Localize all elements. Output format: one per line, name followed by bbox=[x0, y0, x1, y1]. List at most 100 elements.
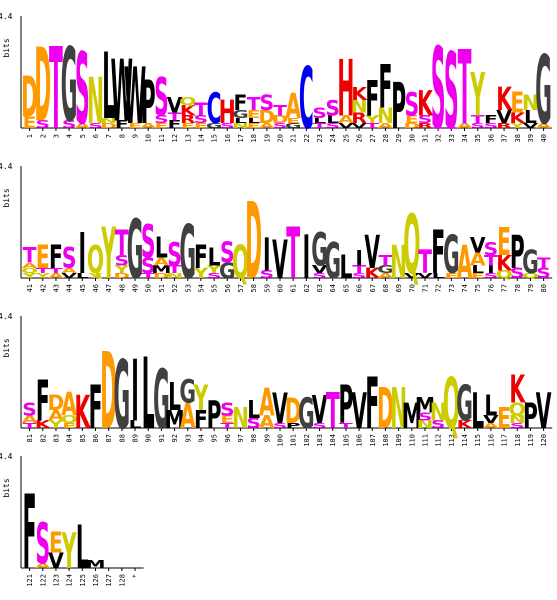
logo-letter-9-E: E bbox=[128, 122, 142, 130]
logo-letter-34-A: A bbox=[457, 122, 473, 130]
logo-letter-101-D: D bbox=[285, 390, 302, 432]
logo-letter-50-T: T bbox=[141, 272, 156, 280]
position-label-29: 29 bbox=[395, 134, 403, 142]
logo-letter-86-F: F bbox=[89, 373, 103, 443]
logo-letter-13-K: K bbox=[180, 103, 197, 119]
logo-letter-33-S: S bbox=[444, 31, 459, 153]
logo-letter-48-T: T bbox=[115, 222, 129, 264]
logo-letter-23-S: S bbox=[312, 106, 327, 122]
logo-letter-44-S: S bbox=[62, 241, 77, 274]
position-label-2: 2 bbox=[39, 134, 47, 138]
logo-letter-13-E: E bbox=[181, 122, 195, 130]
logo-letter-37-V: V bbox=[496, 107, 512, 127]
logo-letter-44-A: A bbox=[61, 266, 77, 274]
logo-letter-54-F: F bbox=[194, 239, 208, 276]
logo-letter-76-I: I bbox=[487, 263, 495, 275]
position-label-128: 128 bbox=[118, 574, 126, 587]
logo-letter-51-A: A bbox=[154, 255, 170, 267]
logo-letter-121-F: F bbox=[23, 475, 37, 593]
logo-letter-20-T: T bbox=[273, 103, 287, 119]
position-label-13: 13 bbox=[184, 134, 192, 142]
position-label-108: 108 bbox=[382, 434, 390, 447]
logo-letter-96-S: S bbox=[220, 400, 235, 420]
position-label-114: 114 bbox=[461, 434, 469, 447]
logo-letter-119-P: P bbox=[523, 395, 538, 437]
logo-letter-59-I: I bbox=[263, 229, 271, 282]
logo-letter-79-Q: Q bbox=[522, 272, 539, 280]
position-label-120: 120 bbox=[540, 434, 548, 447]
logo-letter-42-T: T bbox=[36, 266, 51, 274]
position-label-96: 96 bbox=[224, 434, 232, 442]
y-axis-label: bits bbox=[2, 38, 11, 57]
logo-letter-4-S: S bbox=[62, 118, 77, 130]
logo-letter-101-P: P bbox=[286, 422, 301, 430]
logo-letter-118-S: S bbox=[510, 422, 525, 430]
position-label-28: 28 bbox=[382, 134, 390, 142]
logo-letter-24-S: S bbox=[325, 122, 340, 130]
logo-letter-38-Y: Y bbox=[509, 122, 526, 130]
logo-letter-123-E: E bbox=[49, 526, 63, 559]
logo-letter-96-T: T bbox=[220, 422, 235, 430]
logo-letter-84-A: A bbox=[61, 387, 77, 424]
logo-letter-31-R: R bbox=[417, 122, 433, 130]
logo-letter-51-L: L bbox=[155, 231, 168, 264]
position-label-43: 43 bbox=[52, 284, 60, 292]
position-label-46: 46 bbox=[92, 284, 100, 292]
position-label-31: 31 bbox=[421, 134, 429, 142]
position-label-42: 42 bbox=[39, 284, 47, 292]
logo-letter-77-Q: Q bbox=[495, 268, 512, 280]
position-label-15: 15 bbox=[211, 134, 219, 142]
position-label-92: 92 bbox=[171, 434, 179, 442]
position-label-5: 5 bbox=[79, 134, 87, 138]
logo-letter-75-V: V bbox=[470, 233, 486, 257]
logo-letter-39-L: L bbox=[524, 107, 537, 127]
position-label-84: 84 bbox=[66, 434, 74, 442]
logo-letter-114-K: K bbox=[457, 418, 473, 430]
logo-letter-13-R: R bbox=[180, 113, 196, 125]
position-label-68: 68 bbox=[382, 284, 390, 292]
logo-letter-63-G: G bbox=[311, 224, 328, 277]
logo-letter-46-Y: Y bbox=[87, 272, 104, 280]
logo-letter-67-V: V bbox=[364, 226, 380, 279]
logo-letter-14-E: E bbox=[194, 122, 208, 130]
position-label-66: 66 bbox=[356, 284, 364, 292]
logo-letter-56-G: G bbox=[219, 259, 236, 283]
logo-letter-89-I: I bbox=[131, 343, 139, 441]
position-label-100: 100 bbox=[277, 434, 285, 447]
logo-letter-107-F: F bbox=[365, 364, 379, 446]
position-label-109: 109 bbox=[395, 434, 403, 447]
logo-letter-43-T: T bbox=[49, 266, 64, 274]
logo-letter-50-S: S bbox=[141, 254, 156, 278]
logo-letter-61-T: T bbox=[286, 214, 300, 296]
logo-letter-87-D: D bbox=[100, 331, 117, 453]
logo-letter-23-L: L bbox=[313, 116, 326, 124]
logo-letter-5-S: S bbox=[75, 31, 90, 146]
position-label-19: 19 bbox=[263, 134, 271, 142]
logo-letter-18-T: T bbox=[247, 94, 261, 114]
logo-letter-35-T: T bbox=[471, 113, 485, 125]
position-label-27: 27 bbox=[369, 134, 377, 142]
logo-letter-3-T: T bbox=[49, 25, 63, 156]
logo-letter-82-K: K bbox=[35, 418, 51, 430]
logo-letter-111-S: S bbox=[418, 411, 433, 423]
logo-letter-19-D: D bbox=[258, 107, 275, 127]
position-label-112: 112 bbox=[435, 434, 443, 447]
position-label-123: 123 bbox=[52, 574, 60, 587]
logo-letter-17-F: F bbox=[234, 91, 248, 115]
logo-letter-75-E: E bbox=[471, 272, 485, 280]
logo-letter-20-D: D bbox=[272, 113, 289, 125]
logo-letter-12-T: T bbox=[168, 111, 182, 123]
position-label-72: 72 bbox=[435, 284, 443, 292]
logo-letter-116-A: A bbox=[483, 422, 499, 430]
position-label-122: 122 bbox=[39, 574, 47, 587]
position-label-24: 24 bbox=[329, 134, 337, 142]
logo-letter-116-V: V bbox=[483, 413, 499, 425]
position-label-55: 55 bbox=[211, 284, 219, 292]
logo-letter-37-K: K bbox=[496, 82, 513, 119]
logo-letter-62-I: I bbox=[303, 223, 311, 293]
logo-letter-111-N: N bbox=[417, 418, 434, 430]
position-label-94: 94 bbox=[197, 434, 205, 442]
logo-letter-71-V: V bbox=[417, 272, 433, 280]
logo-letter-58-D: D bbox=[245, 181, 262, 303]
